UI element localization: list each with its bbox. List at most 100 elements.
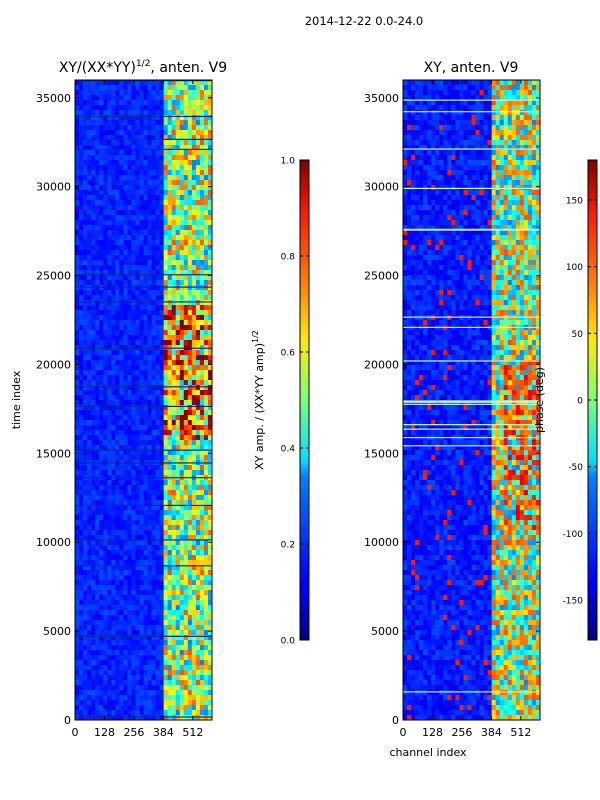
heatmap-cell (131, 410, 136, 416)
heatmap-cell (147, 400, 152, 406)
heatmap-cell (139, 395, 144, 401)
heatmap-cell (171, 190, 177, 196)
heatmap-cell (163, 120, 168, 126)
heatmap-cell (107, 500, 112, 506)
heatmap-cell (131, 120, 136, 126)
heatmap-cell (99, 375, 104, 381)
heatmap-cell (175, 275, 181, 281)
heatmap-cell (151, 620, 156, 626)
heatmap-cell (119, 95, 124, 101)
heatmap-cell (175, 220, 181, 226)
heatmap-cell (199, 215, 205, 221)
heatmap-cell (207, 425, 213, 431)
heatmap-cell (131, 275, 136, 281)
heatmap-cell (403, 620, 408, 626)
heatmap-cell (151, 125, 156, 131)
heatmap-cell (119, 220, 124, 226)
heatmap-cell (111, 90, 116, 96)
heatmap-cell (151, 175, 156, 181)
heatmap-cell (407, 90, 412, 96)
heatmap-cell (75, 145, 80, 151)
heatmap-cell (187, 140, 193, 146)
heatmap-cell (407, 570, 412, 576)
heatmap-cell (151, 310, 156, 316)
heatmap-cell (151, 560, 156, 566)
heatmap-cell (139, 365, 144, 371)
heatmap-cell (151, 240, 156, 246)
heatmap-cell (147, 370, 152, 376)
heatmap-cell (407, 470, 412, 476)
heatmap-cell (179, 250, 185, 256)
heatmap-cell (75, 280, 80, 286)
heatmap-cell (127, 715, 132, 721)
heatmap-cell (155, 380, 160, 386)
heatmap-cell (135, 220, 140, 226)
heatmap-cell (107, 440, 112, 446)
heatmap-cell (183, 575, 189, 581)
x-tick-label: 384 (153, 726, 174, 739)
heatmap-cell (183, 675, 189, 681)
heatmap-cell (123, 670, 128, 676)
heatmap-cell (179, 445, 185, 451)
heatmap-cell (199, 230, 205, 236)
heatmap-cell (167, 650, 173, 656)
heatmap-cell (175, 215, 181, 221)
heatmap-cell (139, 550, 144, 556)
heatmap-cell (99, 455, 104, 461)
heatmap-cell (175, 200, 181, 206)
heatmap-cell (83, 515, 88, 521)
heatmap-cell (131, 450, 136, 456)
heatmap-cell (87, 490, 92, 496)
heatmap-cell (411, 305, 416, 311)
heatmap-cell (415, 235, 420, 241)
heatmap-cell (135, 95, 140, 101)
heatmap-cell (87, 470, 92, 476)
heatmap-cell (99, 675, 104, 681)
heatmap-cell (83, 440, 88, 446)
heatmap-cell (175, 680, 181, 686)
heatmap-cell (87, 200, 92, 206)
heatmap-streak (75, 138, 212, 140)
heatmap-cell (131, 400, 136, 406)
heatmap-cell (127, 525, 132, 531)
heatmap-cell (123, 495, 128, 501)
heatmap-cell (187, 435, 193, 441)
heatmap-cell (175, 305, 181, 311)
heatmap-cell (163, 695, 168, 701)
heatmap-cell (415, 360, 420, 366)
heatmap-cell (403, 605, 408, 611)
heatmap-cell (147, 175, 152, 181)
heatmap-cell (199, 395, 205, 401)
heatmap-cell (183, 635, 189, 641)
heatmap-cell (179, 135, 185, 141)
heatmap-cell (207, 530, 213, 536)
heatmap-cell (147, 665, 152, 671)
heatmap-cell (411, 675, 416, 681)
heatmap-cell (95, 90, 100, 96)
heatmap-cell (179, 150, 185, 156)
heatmap-cell (167, 360, 173, 366)
colorbar-tick-label: 0.0 (281, 637, 296, 647)
heatmap-cell (87, 290, 92, 296)
heatmap-cell (407, 80, 412, 86)
heatmap-cell (111, 335, 116, 341)
heatmap-cell (83, 415, 88, 421)
heatmap-cell (199, 260, 205, 266)
heatmap-cell (415, 665, 420, 671)
heatmap-cell (95, 665, 100, 671)
heatmap-cell (95, 605, 100, 611)
heatmap-cell (195, 500, 201, 506)
heatmap-cell (187, 550, 193, 556)
heatmap-cell (139, 150, 144, 156)
heatmap-cell (127, 650, 132, 656)
heatmap-cell (415, 530, 420, 536)
heatmap-cell (203, 505, 209, 511)
heatmap-cell (143, 440, 148, 446)
heatmap-cell (79, 530, 84, 536)
heatmap-cell (175, 425, 181, 431)
heatmap-cell (171, 335, 177, 341)
heatmap-cell (407, 205, 412, 211)
heatmap-cell (107, 465, 112, 471)
heatmap-cell (147, 480, 152, 486)
heatmap-cell (103, 565, 108, 571)
